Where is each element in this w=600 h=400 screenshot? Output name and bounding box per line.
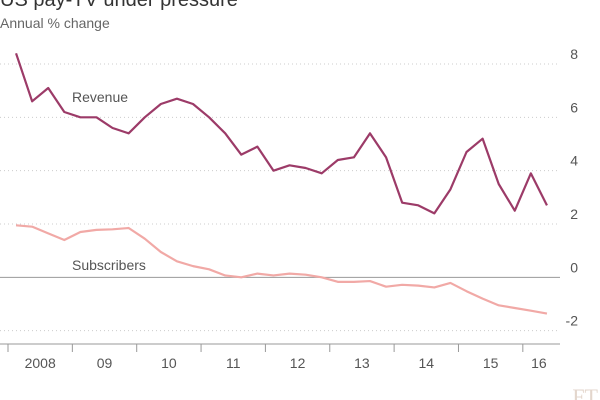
- y-tick-label: 8: [570, 46, 578, 62]
- x-tick-label: 13: [354, 355, 370, 371]
- x-tick-label: 10: [161, 355, 177, 371]
- line: [15, 52, 548, 215]
- x-tick-label: 16: [531, 355, 547, 371]
- x-tick-label: 15: [483, 355, 499, 371]
- chart-subtitle: Annual % change: [0, 15, 110, 31]
- y-tick-label: -2: [566, 313, 579, 329]
- x-tick-label: 11: [226, 355, 241, 371]
- y-tick-label: 4: [570, 153, 578, 169]
- x-tick-label: 12: [290, 355, 306, 371]
- y-tick-label: 2: [570, 206, 578, 222]
- x-tick-label: 14: [419, 355, 435, 371]
- y-tick-label: 0: [570, 259, 578, 275]
- x-tick-label: 2008: [25, 355, 56, 371]
- x-tick-label: 09: [97, 355, 113, 371]
- logo: FT: [572, 384, 598, 400]
- y-tick-label: 6: [570, 99, 578, 115]
- line: [15, 224, 548, 315]
- series-label: Revenue: [72, 89, 128, 105]
- chart-title: US pay-TV under pressure: [0, 0, 238, 11]
- series-label: Subscribers: [72, 257, 146, 273]
